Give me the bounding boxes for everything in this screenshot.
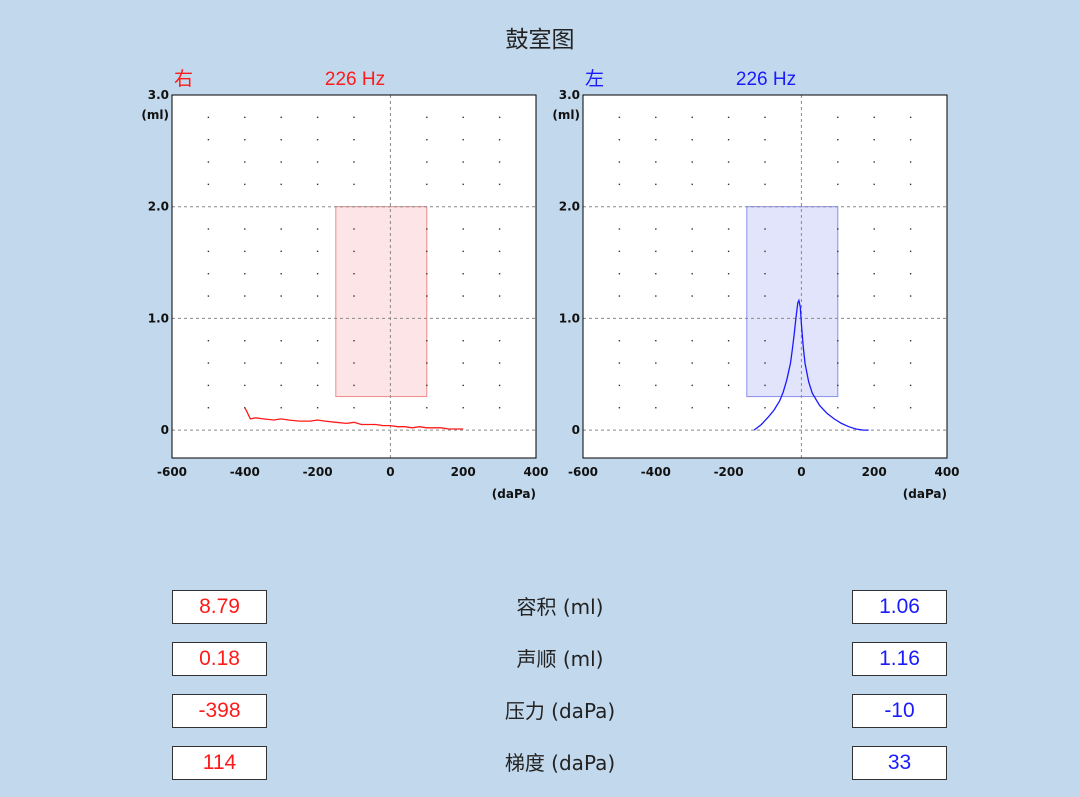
page-title: 鼓室图	[505, 27, 575, 53]
result-row-pressure: -398 压力 (daPa) -10	[0, 694, 1080, 728]
left-x-tick-label: 0	[797, 465, 805, 479]
compliance-label: 声顺 (ml)	[516, 647, 604, 671]
left-x-tick-label: -400	[641, 465, 671, 479]
tympanogram-left: 左 226 Hz 0 1.0 2.0 3.0 (ml) -600 -400 -200 0 200 400…	[541, 60, 959, 524]
left-chart-svg: 左 226 Hz 0 1.0 2.0 3.0 (ml) -600 -400 -200 0 200 400…	[552, 68, 959, 501]
right-x-tick-label: 0	[386, 465, 394, 479]
volume-label: 容积 (ml)	[516, 595, 604, 619]
right-x-tick-label: -600	[157, 465, 187, 479]
left-y-tick-label: 3.0	[559, 88, 580, 102]
right-compliance-value: 0.18	[172, 642, 267, 676]
left-y-tick-label: 0	[572, 423, 580, 437]
right-x-tick-label: 200	[451, 465, 476, 479]
left-tympanogram-curve	[753, 298, 869, 431]
left-y-tick-label: 1.0	[559, 311, 580, 325]
left-x-tick-label: 400	[934, 465, 959, 479]
result-row-gradient: 114 梯度 (daPa) 33	[0, 746, 1080, 780]
right-x-tick-label: 400	[523, 465, 548, 479]
pressure-label: 压力 (daPa)	[504, 699, 616, 723]
left-plot-border	[582, 94, 948, 459]
right-x-tick-label: -400	[230, 465, 260, 479]
left-x-tick-label: -200	[714, 465, 744, 479]
right-frequency-label: 226 Hz	[325, 69, 385, 90]
right-y-tick-label: 0	[161, 423, 169, 437]
gradient-label: 梯度 (daPa)	[504, 751, 616, 775]
left-x-unit-label: (daPa)	[903, 487, 947, 501]
left-ear-label: 左	[585, 68, 604, 90]
left-frequency-label: 226 Hz	[736, 69, 796, 90]
left-gradient-value: 33	[852, 746, 947, 780]
right-gradient-value: 114	[172, 746, 267, 780]
left-normal-region	[746, 206, 839, 398]
left-x-tick-label: 200	[862, 465, 887, 479]
right-tympanogram-curve	[244, 407, 464, 430]
left-pressure-value: -10	[852, 694, 947, 728]
right-x-tick-label: -200	[303, 465, 333, 479]
left-x-tick-label: -600	[568, 465, 598, 479]
right-grid-lines	[172, 95, 536, 458]
left-compliance-value: 1.16	[852, 642, 947, 676]
right-grid-dots	[207, 116, 501, 409]
tympanogram-right: 右 226 Hz 0 1.0 2.0 3.0 (ml) -600 -400 -200 0 200 400…	[130, 60, 548, 524]
result-row-volume: 8.79 容积 (ml) 1.06	[0, 590, 1080, 624]
right-plot-border	[171, 94, 537, 459]
left-grid-lines	[583, 95, 947, 458]
right-chart-svg: 右 226 Hz 0 1.0 2.0 3.0 (ml) -600 -400 -200 0 200 400…	[141, 68, 548, 501]
right-y-tick-label: 2.0	[148, 200, 169, 214]
right-normal-region	[335, 206, 428, 398]
right-y-tick-label: 3.0	[148, 88, 169, 102]
right-x-unit-label: (daPa)	[492, 487, 536, 501]
left-volume-value: 1.06	[852, 590, 947, 624]
right-ear-label: 右	[174, 68, 193, 90]
left-grid-dots	[618, 116, 912, 409]
right-pressure-value: -398	[172, 694, 267, 728]
left-y-unit-label: (ml)	[552, 108, 580, 122]
right-y-unit-label: (ml)	[141, 108, 169, 122]
right-y-tick-label: 1.0	[148, 311, 169, 325]
left-y-tick-label: 2.0	[559, 200, 580, 214]
right-volume-value: 8.79	[172, 590, 267, 624]
result-row-compliance: 0.18 声顺 (ml) 1.16	[0, 642, 1080, 676]
